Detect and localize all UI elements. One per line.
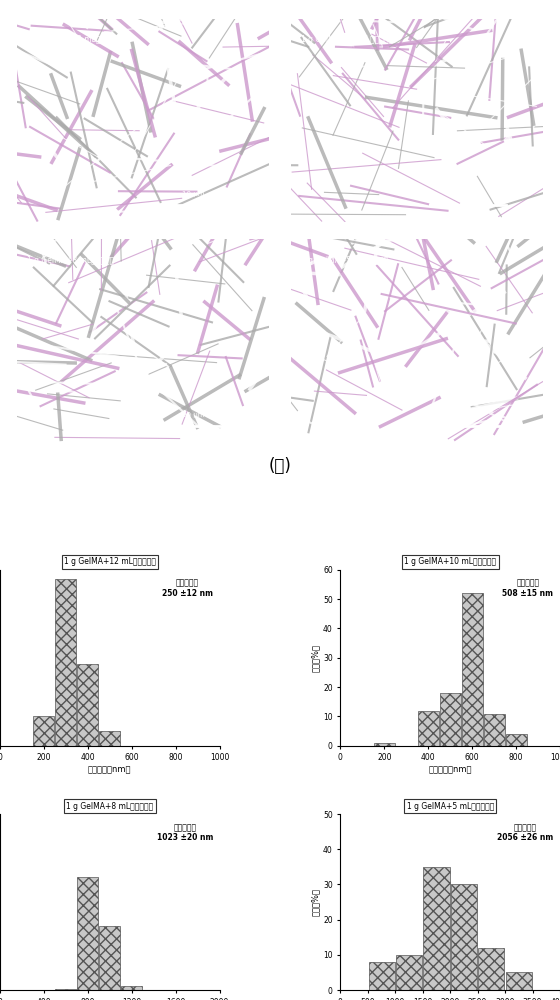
Text: 10 μm: 10 μm — [182, 412, 204, 418]
Bar — [396, 955, 422, 990]
Bar — [368, 962, 395, 990]
Bar — [423, 867, 450, 990]
Title: 1 g GelMA+10 mL六氟异丙醇: 1 g GelMA+10 mL六氟异丙醇 — [404, 557, 496, 566]
Bar — [451, 884, 477, 990]
Y-axis label: 比例（%）: 比例（%） — [311, 644, 320, 672]
Bar — [440, 693, 461, 746]
X-axis label: 纤维直径（nm）: 纤维直径（nm） — [88, 765, 132, 774]
Bar — [99, 731, 120, 746]
Y-axis label: 比例（%）: 比例（%） — [311, 888, 320, 916]
Bar — [506, 972, 532, 990]
Text: 1 g GelMA+8 mL六氟异丙醇: 1 g GelMA+8 mL六氟异丙醇 — [27, 256, 114, 265]
Text: 10 μm: 10 μm — [456, 191, 479, 197]
Text: 平均直径：
1023 ±20 nm: 平均直径： 1023 ±20 nm — [157, 823, 213, 842]
Text: (ａ): (ａ) — [269, 457, 291, 475]
Text: 平均直径：
508 ±15 nm: 平均直径： 508 ±15 nm — [502, 579, 553, 598]
Title: 1 g GelMA+8 mL六氟异丙醇: 1 g GelMA+8 mL六氟异丙醇 — [66, 802, 153, 811]
Bar — [374, 743, 395, 746]
Bar — [77, 877, 98, 990]
Text: 平均直径：
2056 ±26 nm: 平均直径： 2056 ±26 nm — [497, 823, 553, 842]
Text: 1 g GelMA+10 mL六氟异丙醇: 1 g GelMA+10 mL六氟异丙醇 — [301, 35, 393, 44]
Bar — [122, 986, 142, 990]
Text: 平均直径：
250 ±12 nm: 平均直径： 250 ±12 nm — [162, 579, 213, 598]
X-axis label: 纤维直径（nm）: 纤维直径（nm） — [428, 765, 472, 774]
Text: 10 μm: 10 μm — [456, 412, 479, 418]
Bar — [462, 593, 483, 746]
Bar — [484, 714, 505, 746]
Text: 10 μm: 10 μm — [182, 191, 204, 197]
Bar — [34, 716, 54, 746]
Bar — [77, 664, 98, 746]
Text: 1 g GelMA+5 mL六氟异丙醇: 1 g GelMA+5 mL六氟异丙醇 — [301, 256, 389, 265]
Title: 1 g GelMA+12 mL六氟异丙醇: 1 g GelMA+12 mL六氟异丙醇 — [64, 557, 156, 566]
Bar — [418, 711, 438, 746]
Bar — [478, 948, 505, 990]
Bar — [506, 734, 526, 746]
Bar — [99, 926, 120, 990]
Title: 1 g GelMA+5 mL六氟异丙醇: 1 g GelMA+5 mL六氟异丙醇 — [407, 802, 494, 811]
Text: 1 g GelMA+12 mL六氟异丙醇: 1 g GelMA+12 mL六氟异丙醇 — [27, 35, 119, 44]
Bar — [55, 579, 76, 746]
